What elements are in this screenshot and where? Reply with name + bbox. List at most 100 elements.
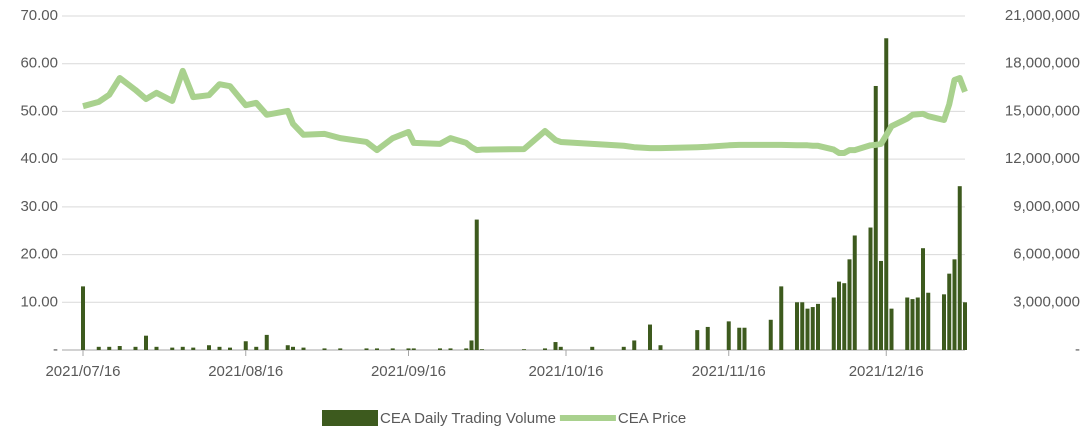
bar	[322, 348, 327, 350]
bar	[779, 286, 784, 350]
bar	[543, 348, 547, 350]
y-tick-label: 50.00	[20, 102, 58, 119]
bar	[117, 346, 122, 350]
bar	[805, 308, 810, 350]
bar	[180, 346, 185, 350]
y-tick-label: -	[53, 341, 58, 358]
bar	[553, 342, 558, 350]
bar	[558, 346, 563, 350]
bar	[705, 326, 710, 350]
bar	[464, 348, 469, 350]
bar	[963, 302, 967, 350]
bar	[81, 286, 85, 350]
legend-label: CEA Price	[618, 410, 686, 427]
y-tick-label: 70.00	[20, 7, 58, 24]
bar	[107, 346, 112, 350]
bar	[952, 259, 957, 350]
bar	[522, 349, 526, 350]
bar	[884, 38, 889, 351]
bar	[406, 348, 411, 350]
y-tick-label: 10.00	[20, 293, 58, 310]
bar	[695, 330, 700, 350]
bar	[947, 273, 952, 350]
bar	[868, 227, 873, 350]
bar	[144, 335, 148, 350]
bar	[879, 260, 883, 350]
bar	[658, 345, 663, 350]
bar	[873, 85, 878, 350]
bar	[926, 292, 931, 350]
bar	[207, 345, 211, 350]
bar	[338, 348, 343, 350]
bar	[742, 327, 747, 350]
bar	[291, 346, 295, 350]
y2-tick-label: 3,000,000	[1013, 293, 1080, 310]
y2-tick-label: 6,000,000	[1013, 246, 1080, 263]
bar	[795, 302, 799, 350]
bar	[810, 307, 815, 350]
bar	[170, 347, 175, 350]
bar	[889, 308, 894, 350]
bar	[921, 248, 925, 350]
x-tick-label: 2021/09/16	[371, 363, 446, 380]
bar	[621, 346, 626, 350]
legend-swatch	[322, 410, 378, 426]
bar	[842, 283, 847, 350]
bar	[768, 319, 773, 350]
bar	[847, 259, 852, 350]
bar	[254, 346, 259, 350]
bar	[905, 297, 910, 350]
bar	[831, 297, 836, 350]
bar	[800, 302, 805, 350]
y-tick-label: 20.00	[20, 246, 58, 263]
bar	[133, 346, 138, 350]
y2-tick-label: 9,000,000	[1013, 198, 1080, 215]
bar	[737, 327, 742, 350]
y2-tick-label: 21,000,000	[1005, 7, 1080, 24]
bar	[390, 348, 395, 350]
bar	[364, 348, 369, 350]
bar	[301, 347, 306, 350]
bar	[957, 186, 962, 350]
bar	[469, 340, 474, 350]
bar	[154, 346, 159, 350]
bar	[915, 297, 920, 350]
x-tick-label: 2021/10/16	[528, 363, 603, 380]
y2-tick-label: -	[1075, 341, 1080, 358]
bar	[448, 348, 453, 350]
bar	[480, 349, 484, 350]
bar	[590, 346, 595, 350]
bar	[942, 294, 946, 350]
y-tick-label: 40.00	[20, 150, 58, 167]
y2-tick-label: 18,000,000	[1005, 55, 1080, 72]
y-tick-label: 30.00	[20, 198, 58, 215]
bar	[243, 341, 248, 350]
bar	[852, 235, 857, 350]
y2-tick-label: 12,000,000	[1005, 150, 1080, 167]
bar	[411, 348, 416, 350]
legend-label: CEA Daily Trading Volume	[380, 410, 556, 427]
x-tick-label: 2021/08/16	[208, 363, 283, 380]
bar	[217, 346, 222, 350]
x-tick-label: 2021/12/16	[849, 363, 924, 380]
bar	[285, 345, 290, 350]
y-tick-label: 60.00	[20, 55, 58, 72]
x-tick-label: 2021/11/16	[692, 363, 766, 380]
bar	[264, 334, 269, 350]
bar	[474, 219, 479, 350]
bar	[837, 281, 841, 350]
bar	[816, 303, 820, 350]
bar	[191, 347, 196, 350]
y2-tick-label: 15,000,000	[1005, 102, 1080, 119]
bar	[438, 348, 442, 350]
bar	[375, 348, 379, 350]
bar	[648, 324, 652, 350]
bar	[96, 346, 101, 350]
bar	[726, 321, 731, 350]
x-tick-label: 2021/07/16	[45, 363, 120, 380]
price-line	[82, 67, 968, 156]
bar	[632, 340, 637, 350]
bar	[228, 347, 232, 350]
bar	[910, 299, 915, 350]
